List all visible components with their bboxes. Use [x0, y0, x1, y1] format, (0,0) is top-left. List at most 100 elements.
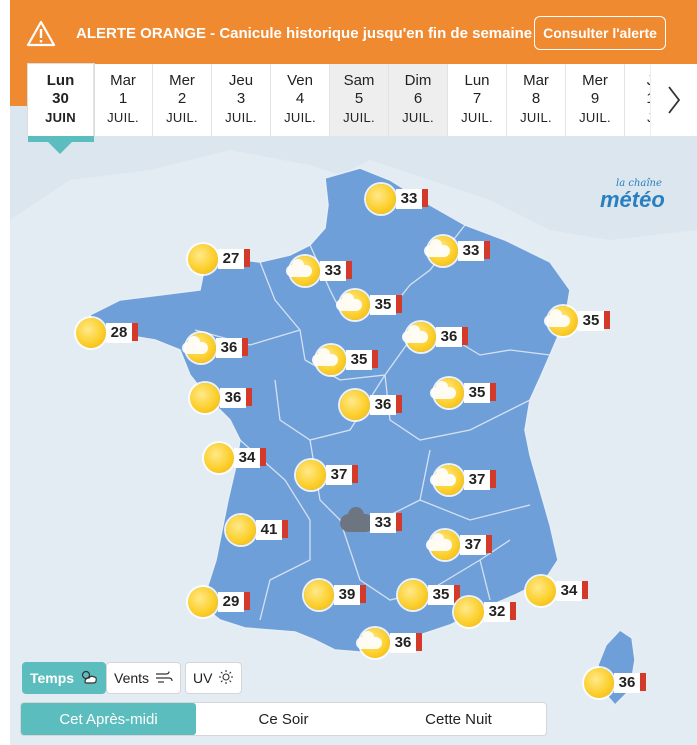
- day-tab[interactable]: Mer 9 JUIL.: [566, 64, 625, 136]
- sun-cloud-icon: [426, 530, 460, 560]
- day-tab-num: 4: [295, 90, 305, 107]
- day-tab-month: JUIL.: [107, 110, 139, 125]
- day-tab-dow: Mer: [169, 72, 195, 89]
- heat-alert-flag: [582, 581, 588, 599]
- city-temperature: 41: [256, 520, 282, 540]
- day-tab[interactable]: Mar 1 JUIL.: [94, 64, 153, 136]
- city-temperature: 37: [464, 470, 490, 490]
- sun-cloud-icon: [544, 306, 578, 336]
- day-tab-dow: Sam: [343, 72, 375, 89]
- sun-cloud-icon: [402, 322, 436, 352]
- city-temperature: 29: [218, 592, 244, 612]
- uv-sun-icon: [218, 669, 234, 688]
- sun-cloud-icon: [80, 669, 98, 688]
- day-tab[interactable]: Mar 8 JUIL.: [507, 64, 566, 136]
- layer-weather-label: Temps: [30, 670, 75, 686]
- sun-icon: [204, 443, 234, 473]
- day-tab-num: 5: [354, 90, 364, 107]
- sun-icon: [296, 460, 326, 490]
- city-temperature: 35: [578, 311, 604, 331]
- city-temperature: 34: [556, 581, 582, 601]
- day-tab-month: JUIL.: [461, 110, 493, 125]
- layer-weather-button[interactable]: Temps: [22, 662, 107, 694]
- view-alert-button[interactable]: Consulter l'alerte: [534, 16, 666, 50]
- city-temperature: 35: [428, 585, 454, 605]
- alert-level: ALERTE ORANGE: [76, 25, 207, 42]
- heat-alert-flag: [604, 311, 610, 329]
- day-tab[interactable]: Jeu 3 JUIL.: [212, 64, 271, 136]
- city-temperature: 35: [464, 383, 490, 403]
- day-tab-dow: Mer: [582, 72, 608, 89]
- heat-alert-flag: [454, 585, 460, 603]
- heat-alert-flag: [462, 327, 468, 345]
- city-temperature: 36: [370, 395, 396, 415]
- city-temperature: 36: [436, 327, 462, 347]
- day-tab-num: 9: [590, 90, 600, 107]
- day-tab[interactable]: Mer 2 JUIL.: [153, 64, 212, 136]
- city-temperature: 33: [458, 241, 484, 261]
- sun-cloud-icon: [430, 378, 464, 408]
- period-tab[interactable]: Cette Nuit: [425, 710, 492, 728]
- city-temperature: 33: [370, 513, 396, 533]
- heat-alert-flag: [246, 388, 252, 406]
- storm-icon: [340, 507, 374, 532]
- sun-icon: [340, 390, 370, 420]
- city-temperature: 33: [320, 261, 346, 281]
- sun-icon: [454, 597, 484, 627]
- heat-alert-flag: [422, 189, 428, 207]
- layer-wind-button[interactable]: Vents: [106, 662, 182, 694]
- period-tab[interactable]: Cet Après-midi: [21, 703, 196, 735]
- heat-alert-flag: [416, 633, 422, 651]
- day-tab-dow: Lun: [46, 72, 75, 89]
- heat-alert-flag: [396, 513, 402, 531]
- city-temperature: 36: [220, 388, 246, 408]
- sun-cloud-icon: [286, 256, 320, 286]
- city-temperature: 35: [346, 350, 372, 370]
- sun-icon: [526, 576, 556, 606]
- layer-uv-button[interactable]: UV: [185, 662, 243, 694]
- day-tab[interactable]: Lun 7 JUIL.: [448, 64, 507, 136]
- day-tab-dow: Ven: [287, 72, 313, 89]
- heat-alert-flag: [282, 520, 288, 538]
- layer-uv-label: UV: [193, 670, 213, 686]
- day-tab-month: JUIL.: [166, 110, 198, 125]
- sun-icon: [304, 580, 334, 610]
- logo-line1: la chaîne: [616, 178, 662, 189]
- day-tab-month: JUIL.: [284, 110, 316, 125]
- heat-alert-flag: [242, 338, 248, 356]
- day-tab-dow: Mar: [523, 72, 549, 89]
- heat-alert-flag: [640, 673, 646, 691]
- day-tab[interactable]: Sam 5 JUIL.: [330, 64, 389, 136]
- day-tab-num: 3: [236, 90, 246, 107]
- day-tab-month: JUIL.: [225, 110, 257, 125]
- day-tab-num: 30: [52, 90, 69, 107]
- sun-icon: [190, 383, 220, 413]
- city-temperature: 37: [460, 535, 486, 555]
- next-days-button[interactable]: [650, 64, 697, 136]
- day-tab-num: 7: [472, 90, 482, 107]
- day-tab-month: JUIL.: [343, 110, 375, 125]
- heat-alert-flag: [510, 602, 516, 620]
- heat-alert-flag: [360, 585, 366, 603]
- heat-alert-flag: [260, 448, 266, 466]
- period-selector: Cet Après-midi Ce Soir Cette Nuit: [20, 702, 547, 736]
- day-tab-num: 1: [118, 90, 128, 107]
- period-tab[interactable]: Ce Soir: [258, 710, 309, 728]
- heat-alert-flag: [396, 295, 402, 313]
- heat-alert-flag: [490, 383, 496, 401]
- day-tab[interactable]: Dim 6 JUIL.: [389, 64, 448, 136]
- day-tab[interactable]: Ven 4 JUIL.: [271, 64, 330, 136]
- sun-icon: [366, 184, 396, 214]
- heat-alert-flag: [486, 535, 492, 553]
- day-tab-month: JUIL.: [402, 110, 434, 125]
- day-tab-dow: Jeu: [228, 72, 254, 89]
- day-tab-dow: Mar: [110, 72, 136, 89]
- day-tab-month: JUIN: [45, 110, 76, 125]
- sun-cloud-icon: [430, 465, 464, 495]
- city-temperature: 35: [370, 295, 396, 315]
- sun-cloud-icon: [182, 333, 216, 363]
- day-tab[interactable]: Lun 30 JUIN: [28, 64, 94, 136]
- chevron-right-icon: [668, 86, 681, 114]
- city-temperature: 34: [234, 448, 260, 468]
- active-day-indicator: [28, 136, 94, 142]
